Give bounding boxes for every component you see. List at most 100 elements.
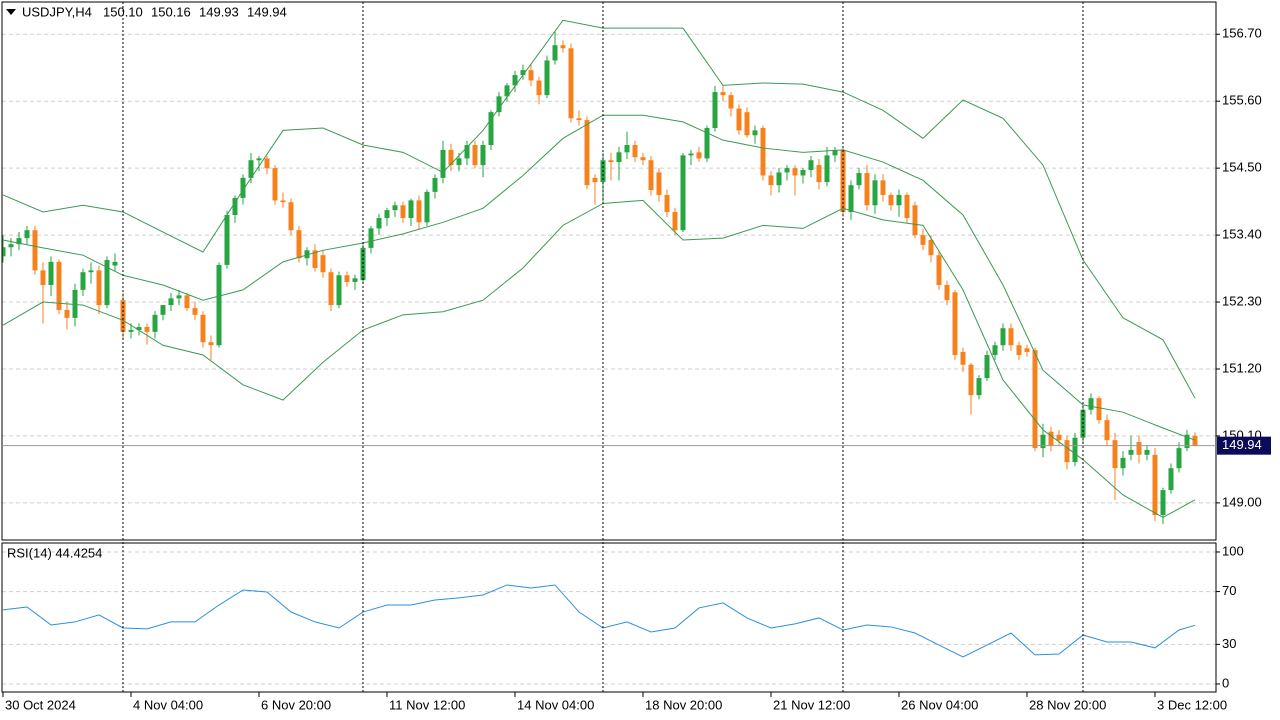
candle-body [856,173,862,186]
candle-body [1160,490,1166,516]
candle-body [248,160,254,178]
candle-body [976,378,982,396]
y-tick-label: 30 [1222,636,1236,651]
candle-body [416,200,422,223]
candle-body [184,295,190,309]
candle-body [520,70,526,76]
candle-body [104,260,110,306]
candle-body [80,272,86,290]
candle-body [800,169,806,176]
candle-body [648,160,654,191]
symbol: USDJPY,H4 [22,4,92,19]
candle-body [736,108,742,131]
candle-body [872,180,878,206]
candle-body [1032,350,1038,449]
candle-body [320,255,326,273]
candle-body [160,305,166,315]
candle-body [640,157,646,161]
candle-body [192,308,198,315]
candle-body [528,70,534,81]
candle-body [1048,431,1054,446]
candle-body [592,177,598,183]
candle-body [24,230,30,239]
candle-body [608,160,614,163]
x-tick-label: 28 Nov 20:00 [1029,697,1106,712]
candle-body [472,145,478,166]
candle-body [504,85,510,97]
candle-body [512,75,518,86]
candle-body [8,244,14,248]
x-tick-label: 14 Nov 04:00 [517,697,594,712]
candle-body [1016,345,1022,355]
candle-body [176,295,182,299]
candle-body [888,194,894,206]
candle-body [200,314,206,343]
candle-body [464,145,470,159]
candle-body [1040,434,1046,449]
candle-body [264,158,270,169]
candle-body [944,284,950,301]
high-label: 150.16 [151,4,191,19]
candle-body [920,235,926,245]
close-label: 149.94 [247,4,287,19]
candle-body [296,230,302,259]
candle-body [456,158,462,166]
candle-body [672,211,678,231]
y-tick-label: 153.40 [1222,227,1262,242]
candle-body [568,48,574,119]
candle-body [664,194,670,212]
candle-body [304,250,310,259]
candle-body [400,205,406,219]
candle-body [792,168,798,176]
candle-body [216,264,222,346]
candle-body [280,200,286,203]
y-tick-label: 151.20 [1222,360,1262,375]
x-tick-label: 26 Nov 04:00 [901,697,978,712]
menu-triangle[interactable] [6,9,16,15]
candle-body [744,112,750,136]
candle-body [32,230,38,271]
candle-body [232,197,238,216]
candle-body [448,149,454,166]
candle-body [1072,437,1078,463]
candle-body [128,330,134,332]
candle-body [1112,440,1118,469]
candle-body [120,300,126,332]
candle-body [720,92,726,96]
candle-body [656,172,662,195]
candle-body [352,278,358,282]
candle-body [360,247,366,281]
candle-body [40,270,46,285]
candle-body [896,194,902,206]
candle-body [848,185,854,212]
y-tick-label: 156.70 [1222,26,1262,41]
y-tick-label: 100 [1222,543,1244,558]
candle-body [904,194,910,219]
candle-body [544,60,550,96]
candle-body [368,228,374,248]
low-label: 149.93 [199,4,239,19]
candle-body [496,96,502,113]
candle-body [952,292,958,355]
x-tick-label: 30 Oct 2024 [5,697,76,712]
candle-body [48,261,54,285]
candle-body [832,149,838,156]
y-tick-label: 70 [1222,583,1236,598]
candle-body [144,326,150,332]
candle-body [88,270,94,273]
candle-body [696,152,702,159]
candle-body [2,247,6,257]
candle-body [688,153,694,156]
candle-body [704,127,710,159]
candle-body [1184,434,1190,449]
x-tick-label: 3 Dec 12:00 [1157,697,1227,712]
candle-body [616,152,622,163]
x-tick-label: 4 Nov 04:00 [133,697,203,712]
y-tick-label: 152.30 [1222,293,1262,308]
candle-body [536,80,542,96]
candle-body [1000,328,1006,346]
candle-body [1064,440,1070,463]
candle-body [1056,434,1062,441]
candle-body [1008,328,1014,346]
